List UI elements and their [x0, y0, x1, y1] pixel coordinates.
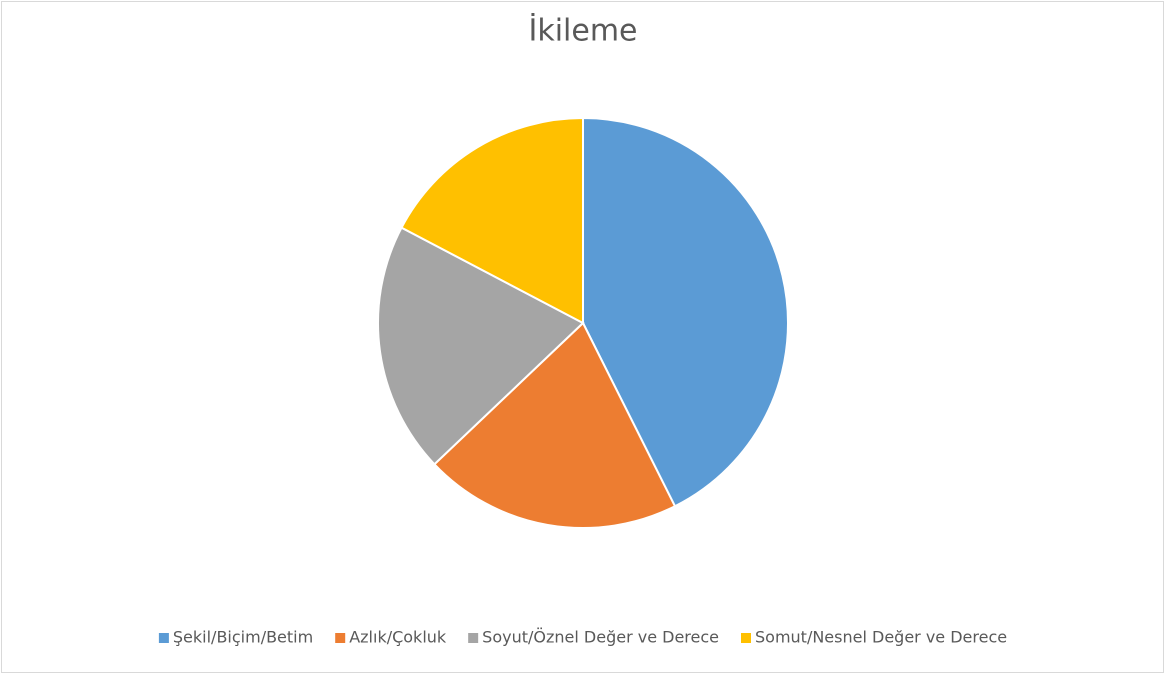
legend-label: Şekil/Biçim/Betim — [173, 628, 313, 647]
chart-title: İkileme — [528, 13, 637, 49]
pie-slice — [400, 116, 584, 325]
legend-swatch — [468, 633, 479, 643]
pie-slice — [433, 321, 677, 529]
legend-swatch — [335, 633, 346, 643]
pie-slice — [582, 116, 789, 508]
legend-label: Azlık/Çokluk — [349, 628, 447, 647]
legend-swatch — [158, 633, 169, 643]
legend-swatch — [741, 633, 751, 643]
legend-label: Soyut/Öznel Değer ve Derece — [482, 628, 719, 647]
pie-slice — [377, 226, 585, 466]
legend-label: Somut/Nesnel Değer ve Derece — [755, 628, 1007, 647]
